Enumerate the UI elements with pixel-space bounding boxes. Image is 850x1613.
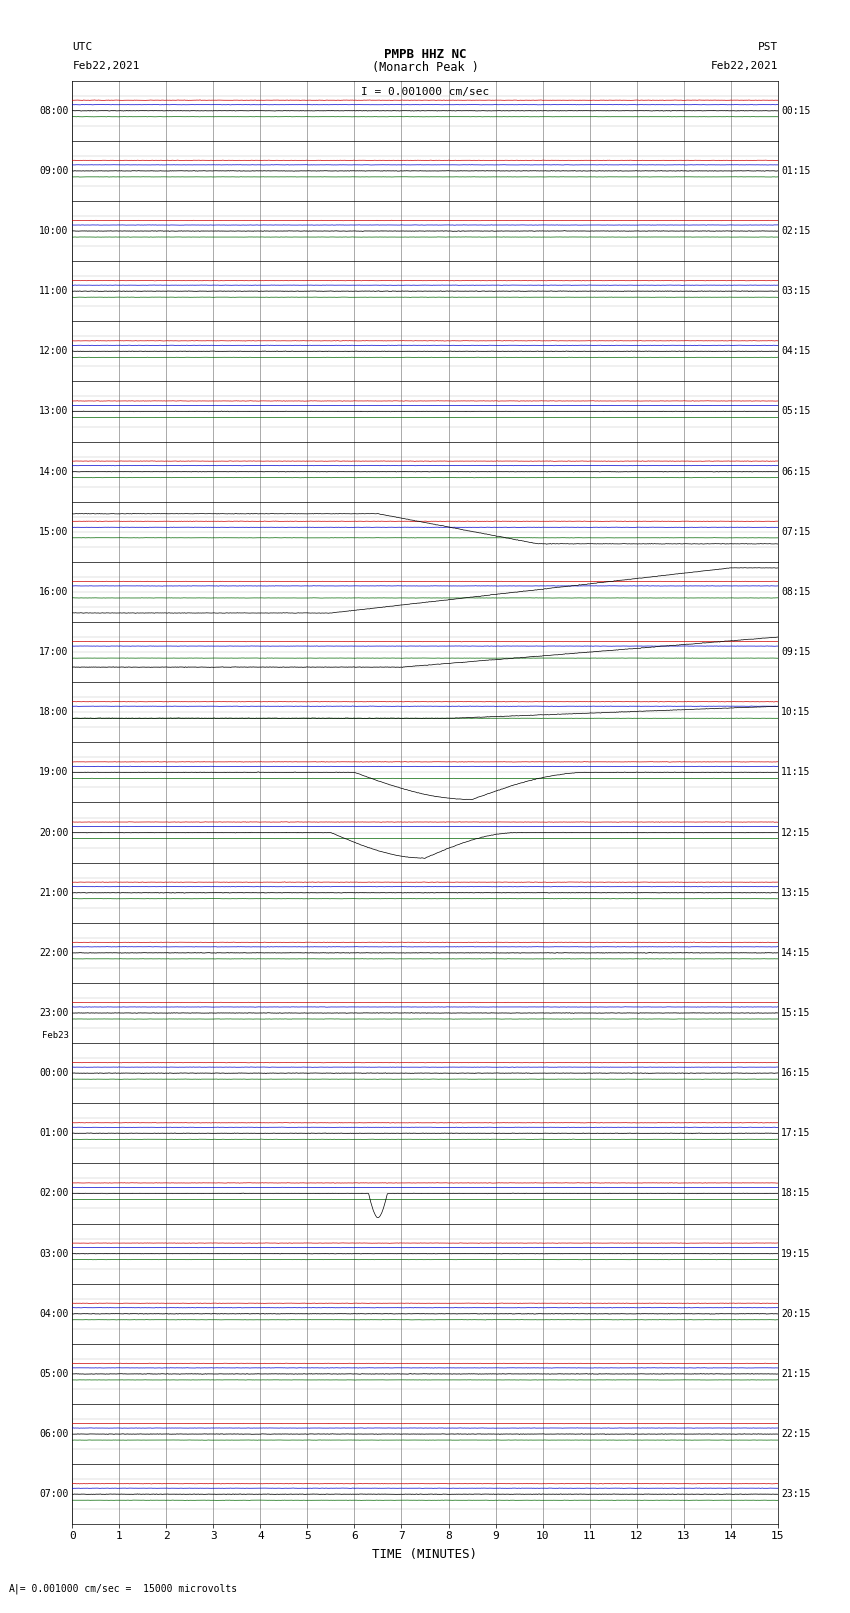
Text: 15:15: 15:15 bbox=[781, 1008, 811, 1018]
Text: 16:15: 16:15 bbox=[781, 1068, 811, 1077]
Text: 12:15: 12:15 bbox=[781, 827, 811, 837]
Text: 23:15: 23:15 bbox=[781, 1489, 811, 1498]
Text: 06:15: 06:15 bbox=[781, 466, 811, 476]
Text: 18:00: 18:00 bbox=[39, 706, 69, 718]
Text: 09:00: 09:00 bbox=[39, 166, 69, 176]
Text: 04:00: 04:00 bbox=[39, 1308, 69, 1319]
Text: Feb22,2021: Feb22,2021 bbox=[711, 61, 778, 71]
Text: 00:15: 00:15 bbox=[781, 106, 811, 116]
Text: 10:00: 10:00 bbox=[39, 226, 69, 235]
Text: 01:15: 01:15 bbox=[781, 166, 811, 176]
Text: 13:00: 13:00 bbox=[39, 406, 69, 416]
Text: 04:15: 04:15 bbox=[781, 347, 811, 356]
Text: 00:00: 00:00 bbox=[39, 1068, 69, 1077]
Text: Feb22,2021: Feb22,2021 bbox=[72, 61, 139, 71]
Text: (Monarch Peak ): (Monarch Peak ) bbox=[371, 61, 479, 74]
Text: 02:00: 02:00 bbox=[39, 1189, 69, 1198]
Text: A|: A| bbox=[8, 1582, 20, 1594]
Text: 13:15: 13:15 bbox=[781, 887, 811, 898]
Text: 07:00: 07:00 bbox=[39, 1489, 69, 1498]
Text: 16:00: 16:00 bbox=[39, 587, 69, 597]
Text: 19:00: 19:00 bbox=[39, 768, 69, 777]
Text: 18:15: 18:15 bbox=[781, 1189, 811, 1198]
Text: 11:00: 11:00 bbox=[39, 286, 69, 297]
Text: 06:00: 06:00 bbox=[39, 1429, 69, 1439]
Text: 22:00: 22:00 bbox=[39, 948, 69, 958]
Text: 09:15: 09:15 bbox=[781, 647, 811, 656]
Text: UTC: UTC bbox=[72, 42, 93, 52]
Text: Feb23: Feb23 bbox=[42, 1031, 69, 1040]
Text: 12:00: 12:00 bbox=[39, 347, 69, 356]
Text: 10:15: 10:15 bbox=[781, 706, 811, 718]
Text: 19:15: 19:15 bbox=[781, 1248, 811, 1258]
Text: 23:00: 23:00 bbox=[39, 1008, 69, 1018]
Text: 08:00: 08:00 bbox=[39, 106, 69, 116]
Text: 03:00: 03:00 bbox=[39, 1248, 69, 1258]
Text: = 0.001000 cm/sec =  15000 microvolts: = 0.001000 cm/sec = 15000 microvolts bbox=[8, 1584, 238, 1594]
Text: I = 0.001000 cm/sec: I = 0.001000 cm/sec bbox=[361, 87, 489, 97]
Text: 11:15: 11:15 bbox=[781, 768, 811, 777]
Text: 02:15: 02:15 bbox=[781, 226, 811, 235]
Text: 05:00: 05:00 bbox=[39, 1369, 69, 1379]
Text: 21:15: 21:15 bbox=[781, 1369, 811, 1379]
Text: 17:15: 17:15 bbox=[781, 1129, 811, 1139]
Text: PST: PST bbox=[757, 42, 778, 52]
Text: 20:00: 20:00 bbox=[39, 827, 69, 837]
Text: 21:00: 21:00 bbox=[39, 887, 69, 898]
Text: 14:00: 14:00 bbox=[39, 466, 69, 476]
Text: 20:15: 20:15 bbox=[781, 1308, 811, 1319]
Text: 14:15: 14:15 bbox=[781, 948, 811, 958]
Text: 01:00: 01:00 bbox=[39, 1129, 69, 1139]
Text: TIME (MINUTES): TIME (MINUTES) bbox=[372, 1548, 478, 1561]
Text: 22:15: 22:15 bbox=[781, 1429, 811, 1439]
Text: 08:15: 08:15 bbox=[781, 587, 811, 597]
Text: 07:15: 07:15 bbox=[781, 527, 811, 537]
Text: PMPB HHZ NC: PMPB HHZ NC bbox=[383, 48, 467, 61]
Text: 17:00: 17:00 bbox=[39, 647, 69, 656]
Text: 03:15: 03:15 bbox=[781, 286, 811, 297]
Text: 05:15: 05:15 bbox=[781, 406, 811, 416]
Text: 15:00: 15:00 bbox=[39, 527, 69, 537]
